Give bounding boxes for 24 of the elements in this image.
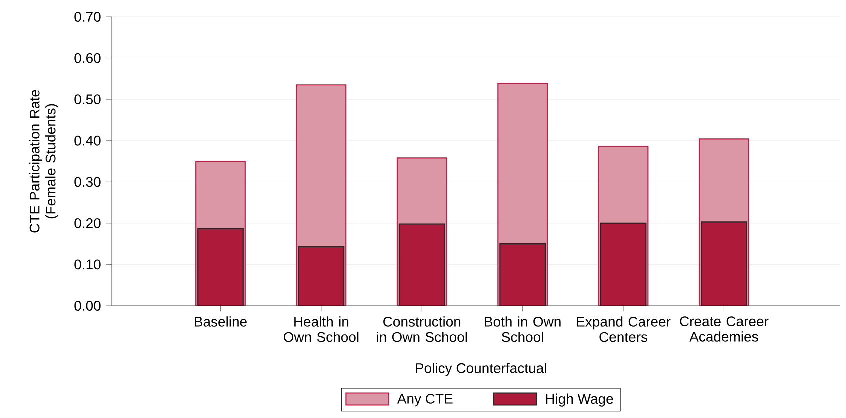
y-tick-label: 0.40 bbox=[74, 136, 101, 146]
bar bbox=[701, 222, 748, 306]
y-tick-label: 0.60 bbox=[74, 53, 101, 64]
legend-label: High Wage bbox=[546, 394, 614, 407]
x-tick-label: Construction in Own School bbox=[377, 316, 468, 342]
bar bbox=[198, 228, 244, 306]
x-tick-label: Baseline bbox=[195, 316, 247, 327]
x-tick-label: Expand Career Centers bbox=[577, 316, 671, 342]
x-axis-title: Policy Counterfactual bbox=[416, 363, 546, 376]
bar bbox=[500, 244, 546, 306]
x-tick-label: Both in Own School bbox=[485, 316, 561, 342]
x-tick-label: Create Career Academies bbox=[680, 316, 769, 342]
y-tick-label: 0.50 bbox=[74, 94, 101, 105]
y-tick-label: 0.30 bbox=[74, 177, 101, 188]
y-tick-label: 0.20 bbox=[74, 218, 101, 228]
y-tick-label: 0.10 bbox=[74, 260, 101, 270]
y-tick-label: 0.70 bbox=[74, 12, 101, 22]
bar bbox=[600, 222, 647, 306]
x-tick-label: Health in Own School bbox=[284, 316, 359, 342]
y-tick-label: 0.00 bbox=[74, 301, 101, 311]
bar bbox=[298, 246, 345, 306]
bar bbox=[398, 224, 446, 306]
y-axis-title: CTE Participation Rate (Female Students) bbox=[29, 90, 59, 233]
legend-label: Any CTE bbox=[397, 394, 453, 407]
